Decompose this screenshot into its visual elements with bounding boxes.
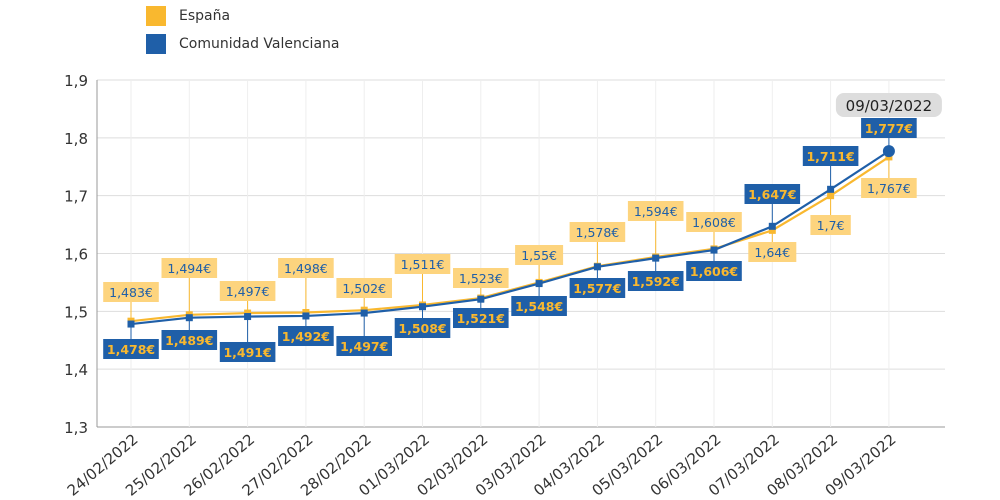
legend-swatch <box>146 6 166 26</box>
data-label: 1,491€ <box>223 345 271 360</box>
data-label-bg <box>748 242 797 262</box>
data-label: 1,647€ <box>748 187 796 202</box>
data-label-bg <box>161 330 218 350</box>
data-label-bg <box>627 201 684 221</box>
data-label-bg <box>161 258 218 278</box>
legend-item-comunidad-valenciana[interactable]: Comunidad Valenciana <box>146 30 339 58</box>
data-label: 1,606€ <box>690 264 738 279</box>
data-point <box>360 309 368 317</box>
y-tick-label: 1,3 <box>64 419 88 437</box>
data-label-bg <box>511 296 567 316</box>
data-label-bg <box>103 339 159 359</box>
data-label-bg <box>627 271 684 291</box>
data-point <box>768 226 776 234</box>
data-label: 1,511€ <box>401 257 445 272</box>
data-label-bg <box>744 184 801 204</box>
legend-swatch <box>146 34 166 54</box>
y-tick-label: 1,4 <box>64 361 88 379</box>
data-label-bg <box>103 282 159 302</box>
data-label: 1,483€ <box>109 285 153 300</box>
data-point <box>302 312 310 320</box>
data-label-bg <box>802 146 859 166</box>
data-label: 1,592€ <box>632 274 680 289</box>
data-label: 1,492€ <box>282 329 330 344</box>
data-point <box>477 295 485 303</box>
data-label: 1,548€ <box>515 299 563 314</box>
data-point <box>827 192 835 200</box>
tooltip-date: 09/03/2022 <box>846 97 932 115</box>
data-label: 1,523€ <box>459 271 503 286</box>
data-label-bg <box>219 342 276 362</box>
data-label: 1,497€ <box>340 339 388 354</box>
data-label: 1,578€ <box>576 225 620 240</box>
data-label: 1,55€ <box>521 248 557 263</box>
data-label: 1,494€ <box>167 261 211 276</box>
data-label-bg <box>278 258 334 278</box>
legend-label: España <box>179 8 231 24</box>
y-tick-label: 1,7 <box>64 188 88 206</box>
data-label: 1,608€ <box>692 215 736 230</box>
series-line-0 <box>130 156 890 323</box>
legend: España Comunidad Valenciana <box>146 2 339 58</box>
data-label-bg <box>453 308 509 328</box>
data-label: 1,7€ <box>817 218 845 233</box>
data-point <box>593 263 601 271</box>
data-point <box>827 185 835 193</box>
data-label: 1,777€ <box>865 121 913 136</box>
legend-label: Comunidad Valenciana <box>179 36 340 52</box>
data-point <box>185 314 193 322</box>
data-point <box>127 320 135 328</box>
data-label: 1,577€ <box>573 281 621 296</box>
data-label-bg <box>810 215 851 235</box>
data-label-bg <box>861 178 917 198</box>
data-label: 1,489€ <box>165 333 213 348</box>
y-tick-label: 1,9 <box>64 72 88 90</box>
y-tick-label: 1,8 <box>64 130 88 148</box>
data-label: 1,508€ <box>398 321 446 336</box>
data-label-bg <box>569 222 626 242</box>
data-point <box>768 222 776 230</box>
data-label: 1,502€ <box>342 281 386 296</box>
data-point <box>652 254 660 262</box>
data-label-bg <box>278 326 334 346</box>
data-label-bg <box>394 318 451 338</box>
data-label-bg <box>686 261 742 281</box>
data-point <box>535 280 543 288</box>
data-point <box>882 145 895 158</box>
data-label: 1,478€ <box>107 342 155 357</box>
data-label: 1,711€ <box>806 149 854 164</box>
data-label: 1,521€ <box>457 311 505 326</box>
tooltip-bg <box>835 93 942 117</box>
data-label-bg <box>336 278 392 298</box>
data-point <box>419 303 426 311</box>
data-label: 1,498€ <box>284 261 328 276</box>
data-label: 1,594€ <box>634 204 678 219</box>
data-label-bg <box>515 245 564 265</box>
legend-item-espana[interactable]: España <box>146 2 339 30</box>
data-label: 1,497€ <box>226 284 270 299</box>
data-label-bg <box>453 268 509 288</box>
y-tick-label: 1,6 <box>64 246 88 264</box>
data-label-bg <box>394 254 451 274</box>
data-label-bg <box>686 212 742 232</box>
data-label-bg <box>569 278 626 298</box>
series-line-1 <box>130 150 890 326</box>
data-point <box>244 313 252 321</box>
data-label: 1,767€ <box>867 181 911 196</box>
data-label-bg <box>219 281 276 301</box>
data-label-bg <box>336 336 392 356</box>
data-point <box>710 246 718 254</box>
data-label: 1,64€ <box>754 245 790 260</box>
data-label-bg <box>861 118 917 138</box>
y-tick-label: 1,5 <box>64 303 88 321</box>
